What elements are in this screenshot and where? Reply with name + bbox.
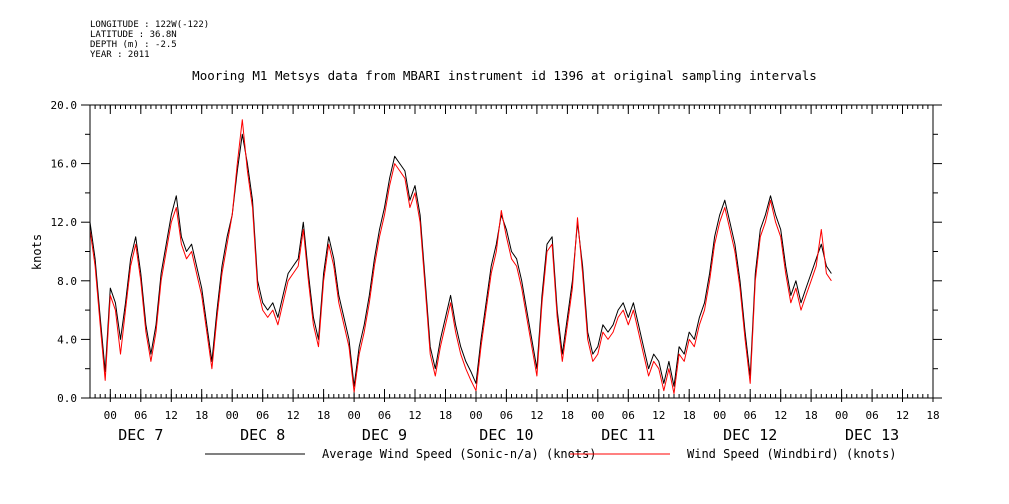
axis-labels: 00 06 12 18 00 06 12 18 00 06 12 18 00 06 12 18 00 06 12 18… [51, 99, 940, 444]
x-tick-label: 12 [774, 409, 787, 422]
x-tick-label: 00 [469, 409, 482, 422]
y-tick-label: 20.0 [51, 99, 78, 112]
chart-title: Mooring M1 Metsys data from MBARI instru… [192, 68, 817, 83]
x-tick-label: 06 [865, 409, 878, 422]
y-tick-label: 8.0 [57, 275, 77, 288]
day-label: DEC 9 [362, 426, 407, 444]
x-tick-label: 18 [561, 409, 574, 422]
x-tick-label: 00 [591, 409, 604, 422]
day-label: DEC 11 [601, 426, 655, 444]
series-line-windbird [89, 119, 832, 395]
x-tick-label: 12 [286, 409, 299, 422]
x-tick-label: 00 [226, 409, 239, 422]
y-tick-label: 12.0 [51, 216, 78, 229]
depth-label: DEPTH (m) : -2.5 [90, 40, 177, 50]
x-tick-label: 00 [835, 409, 848, 422]
series-line-average-wind [89, 133, 832, 387]
x-tick-label: 06 [378, 409, 391, 422]
x-tick-label: 00 [347, 409, 360, 422]
plot-frame [89, 104, 934, 399]
day-label: DEC 8 [240, 426, 285, 444]
x-tick-label: 06 [500, 409, 513, 422]
y-tick-label: 0.0 [57, 392, 77, 405]
day-label: DEC 10 [479, 426, 533, 444]
x-tick-label: 18 [439, 409, 452, 422]
x-tick-label: 06 [744, 409, 757, 422]
x-tick-label: 00 [713, 409, 726, 422]
legend-label-average-wind: Average Wind Speed (Sonic-n/a) (knots) [322, 447, 597, 461]
y-tick-label: 4.0 [57, 333, 77, 346]
x-tick-label: 06 [622, 409, 635, 422]
x-tick-label: 12 [652, 409, 665, 422]
y-tick-label: 16.0 [51, 158, 78, 171]
x-tick-label: 00 [104, 409, 117, 422]
metadata-block: LONGITUDE : 122W(-122) LATITUDE : 36.8N … [90, 20, 209, 60]
day-label: DEC 12 [723, 426, 777, 444]
x-tick-label: 12 [408, 409, 421, 422]
latitude-label: LATITUDE : 36.8N [90, 30, 177, 40]
x-tick-label: 18 [683, 409, 696, 422]
y-axis-label: knots [30, 234, 44, 270]
x-tick-label: 18 [926, 409, 939, 422]
legend: Average Wind Speed (Sonic-n/a) (knots) W… [205, 447, 897, 461]
legend-label-windbird: Wind Speed (Windbird) (knots) [687, 447, 897, 461]
x-tick-label: 12 [165, 409, 178, 422]
x-tick-label: 18 [195, 409, 208, 422]
x-tick-label: 06 [134, 409, 147, 422]
year-label: YEAR : 2011 [90, 50, 150, 60]
longitude-label: LONGITUDE : 122W(-122) [90, 20, 210, 30]
x-tick-label: 12 [530, 409, 543, 422]
x-tick-label: 06 [256, 409, 269, 422]
day-label: DEC 7 [118, 426, 163, 444]
series-lines [89, 119, 832, 395]
x-tick-label: 18 [804, 409, 817, 422]
x-tick-label: 12 [896, 409, 909, 422]
day-label: DEC 13 [845, 426, 899, 444]
x-tick-label: 18 [317, 409, 330, 422]
axis-ticks [81, 104, 942, 402]
